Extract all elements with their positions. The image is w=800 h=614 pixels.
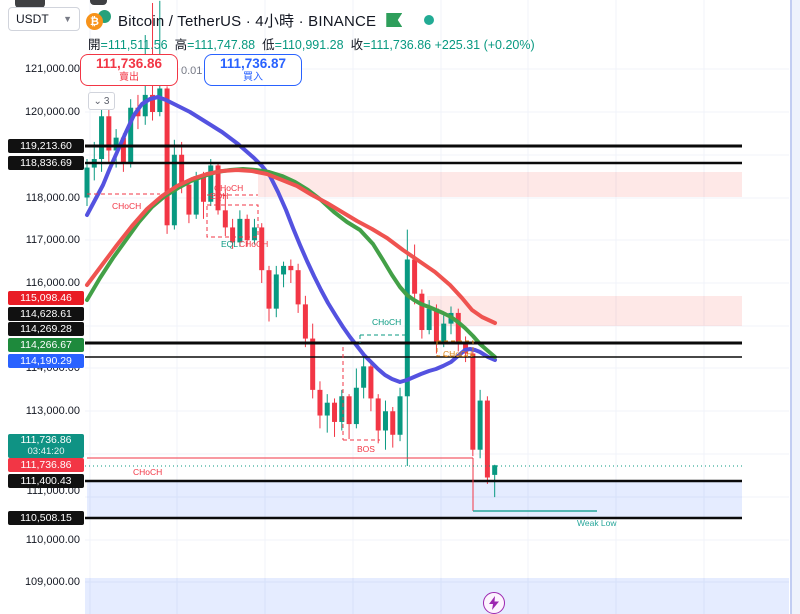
close-label: 收 — [350, 38, 364, 52]
smc-label: CHoCH — [372, 317, 401, 327]
chart-title[interactable]: Bitcoin / TetherUS · 4小時 · BINANCE — [118, 12, 377, 30]
indicator-count: 3 — [103, 95, 110, 107]
price-badge: 114,190.29 — [8, 354, 84, 368]
buy-label: 買入 — [243, 72, 263, 84]
low-value: =110,991.28 — [274, 38, 344, 52]
eql-box — [206, 204, 259, 238]
sell-button[interactable]: 111,736.86 賣出 — [80, 54, 178, 86]
right-panel-divider[interactable] — [790, 0, 800, 614]
high-value: =111,747.88 — [187, 38, 256, 52]
price-badge: 111,736.86 — [8, 458, 84, 472]
demand-zone — [87, 481, 742, 518]
price-badge: 111,736.86 03:41:20 — [8, 434, 84, 458]
sell-label: 賣出 — [119, 72, 139, 84]
status-dot-icon[interactable] — [424, 15, 435, 25]
chevron-down-icon: ▼ — [63, 14, 72, 24]
smc-label: CHoCH — [443, 349, 472, 359]
symbol-header: ₿ Bitcoin / TetherUS · 4小時 · BINANCE — [86, 9, 435, 31]
price-badge: 119,213.60 — [8, 139, 84, 153]
smc-label: Weak Low — [577, 518, 617, 528]
smc-label: EQH — [210, 191, 228, 201]
smc-label: CHoCH — [214, 183, 243, 193]
ma-lines-layer — [85, 95, 497, 384]
supply-zone-upper — [258, 172, 742, 197]
levels-layer — [85, 144, 742, 520]
ma-blue — [85, 95, 497, 384]
ma-red — [85, 168, 497, 325]
price-axis-label: 118,000.00 — [25, 192, 80, 204]
panel-handle[interactable] — [15, 0, 45, 8]
zones-layer — [85, 172, 789, 614]
smc-label: CHoCH — [133, 467, 162, 477]
price-badge: 114,628.61 — [8, 307, 84, 321]
price-axis-label: 116,000.00 — [25, 277, 80, 289]
open-value: =111,511.56 — [100, 38, 168, 52]
sell-price: 111,736.86 — [95, 55, 163, 71]
close-value: =111,736.86 — [363, 38, 432, 52]
price-axis-label: 110,000.00 — [25, 534, 80, 546]
price-axis-label: 121,000.00 — [24, 63, 80, 75]
price-badge: 118,836.69 — [8, 156, 84, 170]
buy-price: 111,736.87 — [219, 55, 287, 71]
chevron-down-icon: ⌄ — [93, 95, 102, 107]
open-label: 開 — [88, 38, 101, 52]
panel-handle-small[interactable] — [90, 0, 107, 5]
spread-value: 0.01 — [181, 65, 203, 77]
quote-currency-select[interactable]: USDT ▼ — [8, 7, 80, 31]
high-label: 高 — [174, 38, 188, 52]
lightning-bolt-icon — [489, 596, 499, 610]
price-axis-label: 117,000.00 — [25, 234, 80, 246]
price-badge: 114,266.67 — [8, 338, 84, 352]
bottom-zone — [85, 578, 789, 614]
price-axis-label: 113,000.00 — [25, 405, 80, 417]
price-badge: 111,400.43 — [8, 474, 84, 488]
smc-label: CHoCH — [239, 239, 268, 249]
supply-zone-lower — [427, 296, 742, 326]
price-badge: 115,098.46 — [8, 291, 84, 305]
bitcoin-coin-icon: ₿ — [86, 13, 103, 30]
smc-label: BOS — [357, 444, 375, 454]
price-badge: 110,508.15 — [8, 511, 84, 525]
buy-button[interactable]: 111,736.87 買入 — [204, 54, 302, 86]
flag-icon[interactable] — [386, 13, 403, 27]
ohlc-readout: 開=111,511.56 高=111,747.88 低=110,991.28 收=11… — [88, 34, 535, 53]
smc-label: EQL — [221, 239, 238, 249]
smc-label: CHoCH — [112, 201, 141, 211]
lightning-button[interactable] — [483, 592, 505, 614]
indicators-collapse-button[interactable]: ⌄ 3 — [88, 92, 115, 110]
price-axis-label: 109,000.00 — [24, 576, 80, 588]
change-value: +225.31 (+0.20%) — [431, 38, 535, 52]
quote-currency-value: USDT — [16, 12, 49, 26]
low-label: 低 — [262, 38, 275, 52]
price-badge: 114,269.28 — [8, 322, 84, 336]
price-axis-label: 120,000.00 — [24, 106, 80, 118]
price-axis-label: 111,000.00 — [26, 485, 80, 497]
choch-box-orange — [436, 340, 474, 357]
symbol-logo: ₿ — [86, 9, 112, 31]
